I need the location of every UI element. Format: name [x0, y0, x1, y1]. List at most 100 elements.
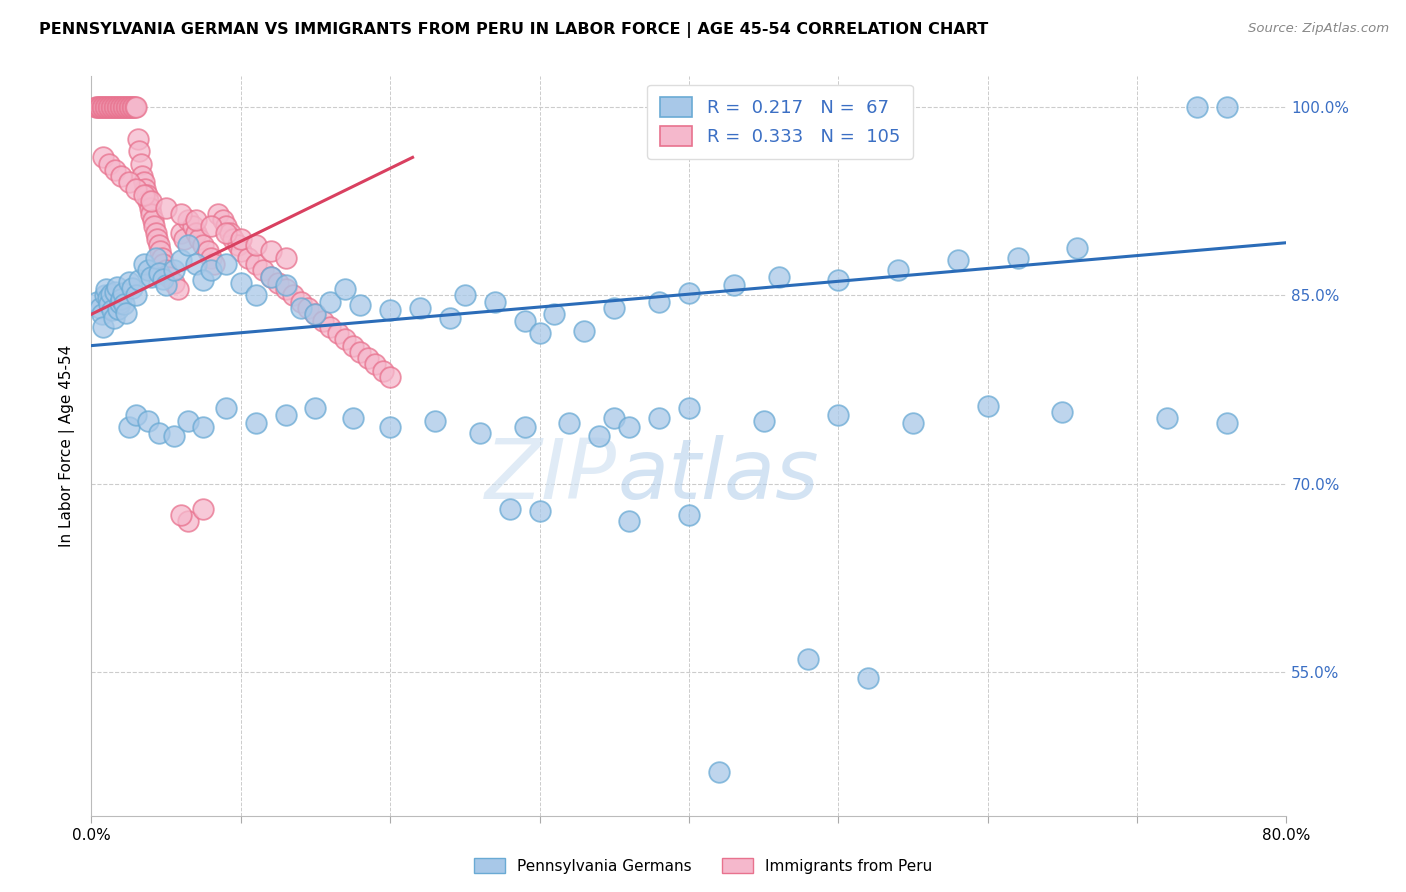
Point: [1007, 251, 1029, 265]
Point: [170, 253, 193, 268]
Point: [619, 420, 641, 434]
Point: [193, 420, 215, 434]
Point: [101, 100, 124, 114]
Point: [177, 213, 200, 227]
Point: [118, 420, 141, 434]
Point: [245, 257, 267, 271]
Point: [111, 100, 134, 114]
Point: [380, 420, 402, 434]
Point: [229, 232, 252, 246]
Point: [274, 278, 297, 293]
Point: [312, 313, 335, 327]
Point: [229, 276, 252, 290]
Point: [89, 100, 111, 114]
Point: [162, 429, 184, 443]
Point: [157, 269, 180, 284]
Point: [104, 163, 127, 178]
Point: [155, 263, 177, 277]
Point: [648, 294, 671, 309]
Point: [887, 263, 910, 277]
Point: [588, 429, 610, 443]
Point: [86, 294, 108, 309]
Point: [513, 420, 536, 434]
Point: [252, 263, 274, 277]
Point: [304, 401, 326, 416]
Text: Source: ZipAtlas.com: Source: ZipAtlas.com: [1249, 22, 1389, 36]
Point: [188, 232, 211, 246]
Point: [104, 100, 127, 114]
Point: [97, 291, 120, 305]
Point: [752, 414, 775, 428]
Point: [132, 257, 155, 271]
Point: [380, 370, 402, 384]
Point: [211, 213, 233, 227]
Point: [574, 324, 596, 338]
Point: [94, 100, 117, 114]
Point: [409, 301, 432, 315]
Point: [146, 232, 169, 246]
Point: [155, 278, 177, 293]
Point: [132, 188, 155, 202]
Point: [371, 364, 394, 378]
Point: [98, 100, 121, 114]
Point: [103, 100, 125, 114]
Point: [1185, 100, 1208, 114]
Point: [357, 351, 380, 366]
Point: [678, 285, 700, 300]
Point: [89, 301, 111, 315]
Point: [136, 414, 159, 428]
Point: [648, 411, 671, 425]
Point: [173, 232, 195, 246]
Point: [342, 411, 364, 425]
Point: [177, 238, 200, 252]
Point: [468, 426, 491, 441]
Point: [141, 207, 163, 221]
Point: [84, 100, 107, 114]
Point: [290, 294, 312, 309]
Point: [98, 156, 121, 170]
Point: [946, 253, 969, 268]
Point: [281, 288, 304, 302]
Point: [207, 207, 229, 221]
Point: [184, 226, 207, 240]
Point: [122, 100, 145, 114]
Point: [143, 219, 166, 234]
Text: atlas: atlas: [617, 435, 818, 516]
Point: [86, 100, 108, 114]
Point: [141, 194, 163, 209]
Point: [529, 326, 551, 340]
Point: [245, 417, 267, 431]
Point: [274, 408, 297, 422]
Point: [114, 100, 136, 114]
Point: [1156, 411, 1178, 425]
Point: [558, 417, 581, 431]
Point: [128, 144, 150, 158]
Point: [177, 514, 200, 528]
Point: [128, 273, 150, 287]
Point: [858, 671, 880, 685]
Point: [129, 156, 152, 170]
Point: [162, 276, 184, 290]
Point: [120, 100, 142, 114]
Point: [215, 226, 238, 240]
Point: [619, 514, 641, 528]
Point: [678, 401, 700, 416]
Point: [603, 411, 626, 425]
Point: [104, 285, 127, 299]
Point: [107, 100, 129, 114]
Point: [484, 294, 506, 309]
Point: [100, 287, 122, 301]
Point: [976, 399, 998, 413]
Point: [121, 281, 143, 295]
Point: [162, 263, 184, 277]
Point: [100, 100, 122, 114]
Point: [101, 303, 124, 318]
Point: [326, 326, 349, 340]
Point: [543, 307, 565, 321]
Point: [170, 226, 193, 240]
Point: [1305, 424, 1327, 438]
Point: [170, 508, 193, 522]
Point: [304, 307, 326, 321]
Point: [145, 226, 167, 240]
Point: [259, 244, 281, 259]
